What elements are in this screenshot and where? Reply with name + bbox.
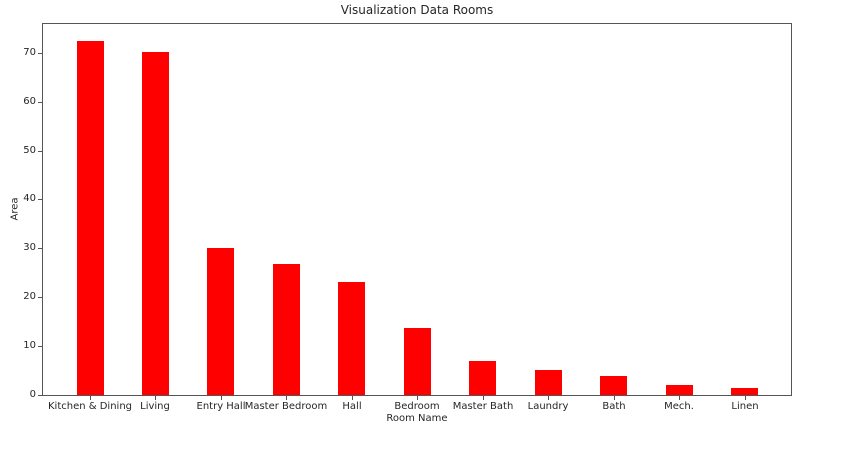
x-tick-mark	[417, 396, 418, 400]
bar-bath	[600, 376, 627, 395]
y-tick-mark	[38, 102, 42, 103]
x-tick-label-kitchen-dining: Kitchen & Dining	[47, 401, 133, 412]
bar-entry-hall	[207, 248, 234, 395]
x-tick-label-master-bath: Master Bath	[452, 401, 514, 412]
x-tick-label-entry-hall: Entry Hall	[196, 401, 246, 412]
x-tick-mark	[614, 396, 615, 400]
x-tick-mark	[483, 396, 484, 400]
y-tick-mark	[38, 297, 42, 298]
bar-mech	[666, 385, 693, 395]
x-tick-mark	[221, 396, 222, 400]
bar-bedroom	[404, 328, 431, 395]
y-tick-label: 30	[23, 242, 36, 253]
x-tick-label-living: Living	[140, 401, 170, 412]
y-tick-mark	[38, 248, 42, 249]
x-tick-label-hall: Hall	[342, 401, 362, 412]
x-tick-label-linen: Linen	[731, 401, 759, 412]
x-tick-label-bath: Bath	[602, 401, 626, 412]
y-tick-label: 40	[23, 193, 36, 204]
bar-hall	[338, 282, 365, 395]
x-tick-mark	[286, 396, 287, 400]
bar-laundry	[535, 370, 562, 395]
y-tick-label: 0	[29, 389, 36, 400]
y-tick-mark	[38, 53, 42, 54]
x-tick-mark	[679, 396, 680, 400]
x-tick-label-mech: Mech.	[664, 401, 694, 412]
y-tick-label: 70	[23, 47, 36, 58]
y-tick-label: 50	[23, 145, 36, 156]
x-tick-mark	[352, 396, 353, 400]
bar-linen	[731, 388, 758, 395]
y-tick-mark	[38, 346, 42, 347]
x-tick-mark	[155, 396, 156, 400]
y-tick-label: 20	[23, 291, 36, 302]
y-tick-mark	[38, 395, 42, 396]
x-tick-mark	[548, 396, 549, 400]
y-tick-label: 10	[23, 340, 36, 351]
bar-master-bath	[469, 361, 496, 395]
bar-kitchen-dining	[77, 41, 104, 395]
x-tick-label-bedroom: Bedroom	[394, 401, 440, 412]
x-tick-mark	[745, 396, 746, 400]
y-tick-mark	[38, 151, 42, 152]
x-tick-label-master-bedroom: Master Bedroom	[244, 401, 328, 412]
y-tick-label: 60	[23, 96, 36, 107]
x-tick-label-laundry: Laundry	[527, 401, 569, 412]
bar-living	[142, 52, 169, 395]
y-tick-mark	[38, 199, 42, 200]
x-tick-mark	[90, 396, 91, 400]
chart-title: Visualization Data Rooms	[340, 3, 494, 17]
x-axis-label: Room Name	[386, 413, 448, 424]
bar-master-bedroom	[273, 264, 300, 395]
